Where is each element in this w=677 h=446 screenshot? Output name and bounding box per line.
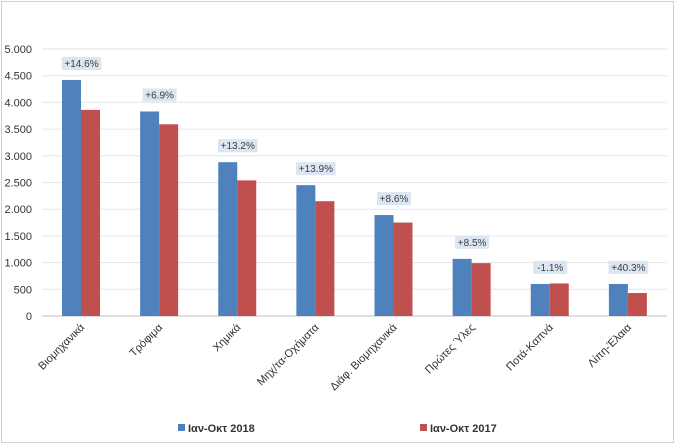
legend: Ιαν-Οκτ 2018 Ιαν-Οκτ 2017 xyxy=(178,423,497,435)
bar-2017 xyxy=(315,201,335,316)
y-tick-label: 5.000 xyxy=(4,44,32,56)
category-label: Πρώτες Ύλες xyxy=(423,322,478,377)
y-tick-label: 2.000 xyxy=(4,204,32,216)
category-label: Τρόφιμα xyxy=(128,321,166,359)
change-label-box xyxy=(455,235,490,249)
x-axis-categories: Βιομηχανικά Τρόφιμα Χημικά Μηχ/τα-Οχήματα Δι… xyxy=(36,321,634,393)
change-label-box xyxy=(217,139,258,153)
legend-label: Ιαν-Οκτ 2018 xyxy=(188,423,255,435)
change-label-box xyxy=(296,162,336,176)
change-label: +8.6% xyxy=(380,194,409,205)
category-label: Μηχ/τα-Οχήματα xyxy=(255,321,322,388)
y-tick-label: 4.500 xyxy=(4,71,32,83)
bar-2018 xyxy=(140,111,160,316)
bar-2018 xyxy=(608,283,628,316)
bar-2017 xyxy=(471,263,491,316)
y-tick-label: 1.000 xyxy=(4,258,32,270)
bar-2017 xyxy=(627,293,647,316)
data-labels: +14.6% +6.9% +13.2% +13.9% +8.6% +8.5% -1.1% +4… xyxy=(61,56,649,274)
change-label-box xyxy=(377,192,411,206)
bar-2017 xyxy=(237,180,257,316)
category-label: Λίπη-Έλαια xyxy=(586,321,635,370)
change-label: +13.9% xyxy=(299,164,333,175)
bar-2018 xyxy=(218,162,238,316)
y-axis-ticks: 0 500 1.000 1.500 2.000 2.500 3.000 3.500 4.000 4… xyxy=(4,44,32,323)
y-tick-label: 500 xyxy=(14,284,32,296)
bar-2017 xyxy=(81,109,100,316)
y-tick-label: 3.500 xyxy=(4,124,32,136)
legend-label: Ιαν-Οκτ 2017 xyxy=(430,423,497,435)
y-tick-label: 3.000 xyxy=(4,151,32,163)
change-label: -1.1% xyxy=(537,263,563,274)
gridlines xyxy=(42,48,667,317)
bar-2017 xyxy=(549,283,569,316)
category-label: Ποτά-Καπνά xyxy=(504,321,556,373)
change-label-box xyxy=(608,260,649,274)
change-label: +40.3% xyxy=(611,263,645,274)
category-label: Βιομηχανικά xyxy=(36,321,87,372)
change-label-box xyxy=(61,56,102,70)
bar-2017 xyxy=(393,222,413,316)
legend-swatch xyxy=(420,424,427,431)
y-tick-label: 0 xyxy=(26,311,32,323)
category-label: Χημικά xyxy=(211,321,244,354)
change-label: +8.5% xyxy=(458,238,487,249)
bar-2018 xyxy=(296,185,316,316)
y-tick-label: 2.500 xyxy=(4,178,32,190)
bar-2018 xyxy=(530,283,550,316)
bar-2017 xyxy=(159,124,179,316)
bars xyxy=(62,79,647,316)
bar-2018 xyxy=(452,258,472,316)
bar-2018 xyxy=(62,79,81,316)
change-label-box xyxy=(533,260,568,274)
bar-2018 xyxy=(374,215,394,316)
y-tick-label: 4.000 xyxy=(4,97,32,109)
change-label: +13.2% xyxy=(221,141,255,152)
change-label-box xyxy=(142,88,177,102)
legend-swatch xyxy=(178,424,185,431)
change-label: +14.6% xyxy=(64,59,98,70)
change-label: +6.9% xyxy=(145,90,174,101)
category-label: Διάφ. Βιομηχανικά xyxy=(328,321,400,393)
y-tick-label: 1.500 xyxy=(4,231,32,243)
